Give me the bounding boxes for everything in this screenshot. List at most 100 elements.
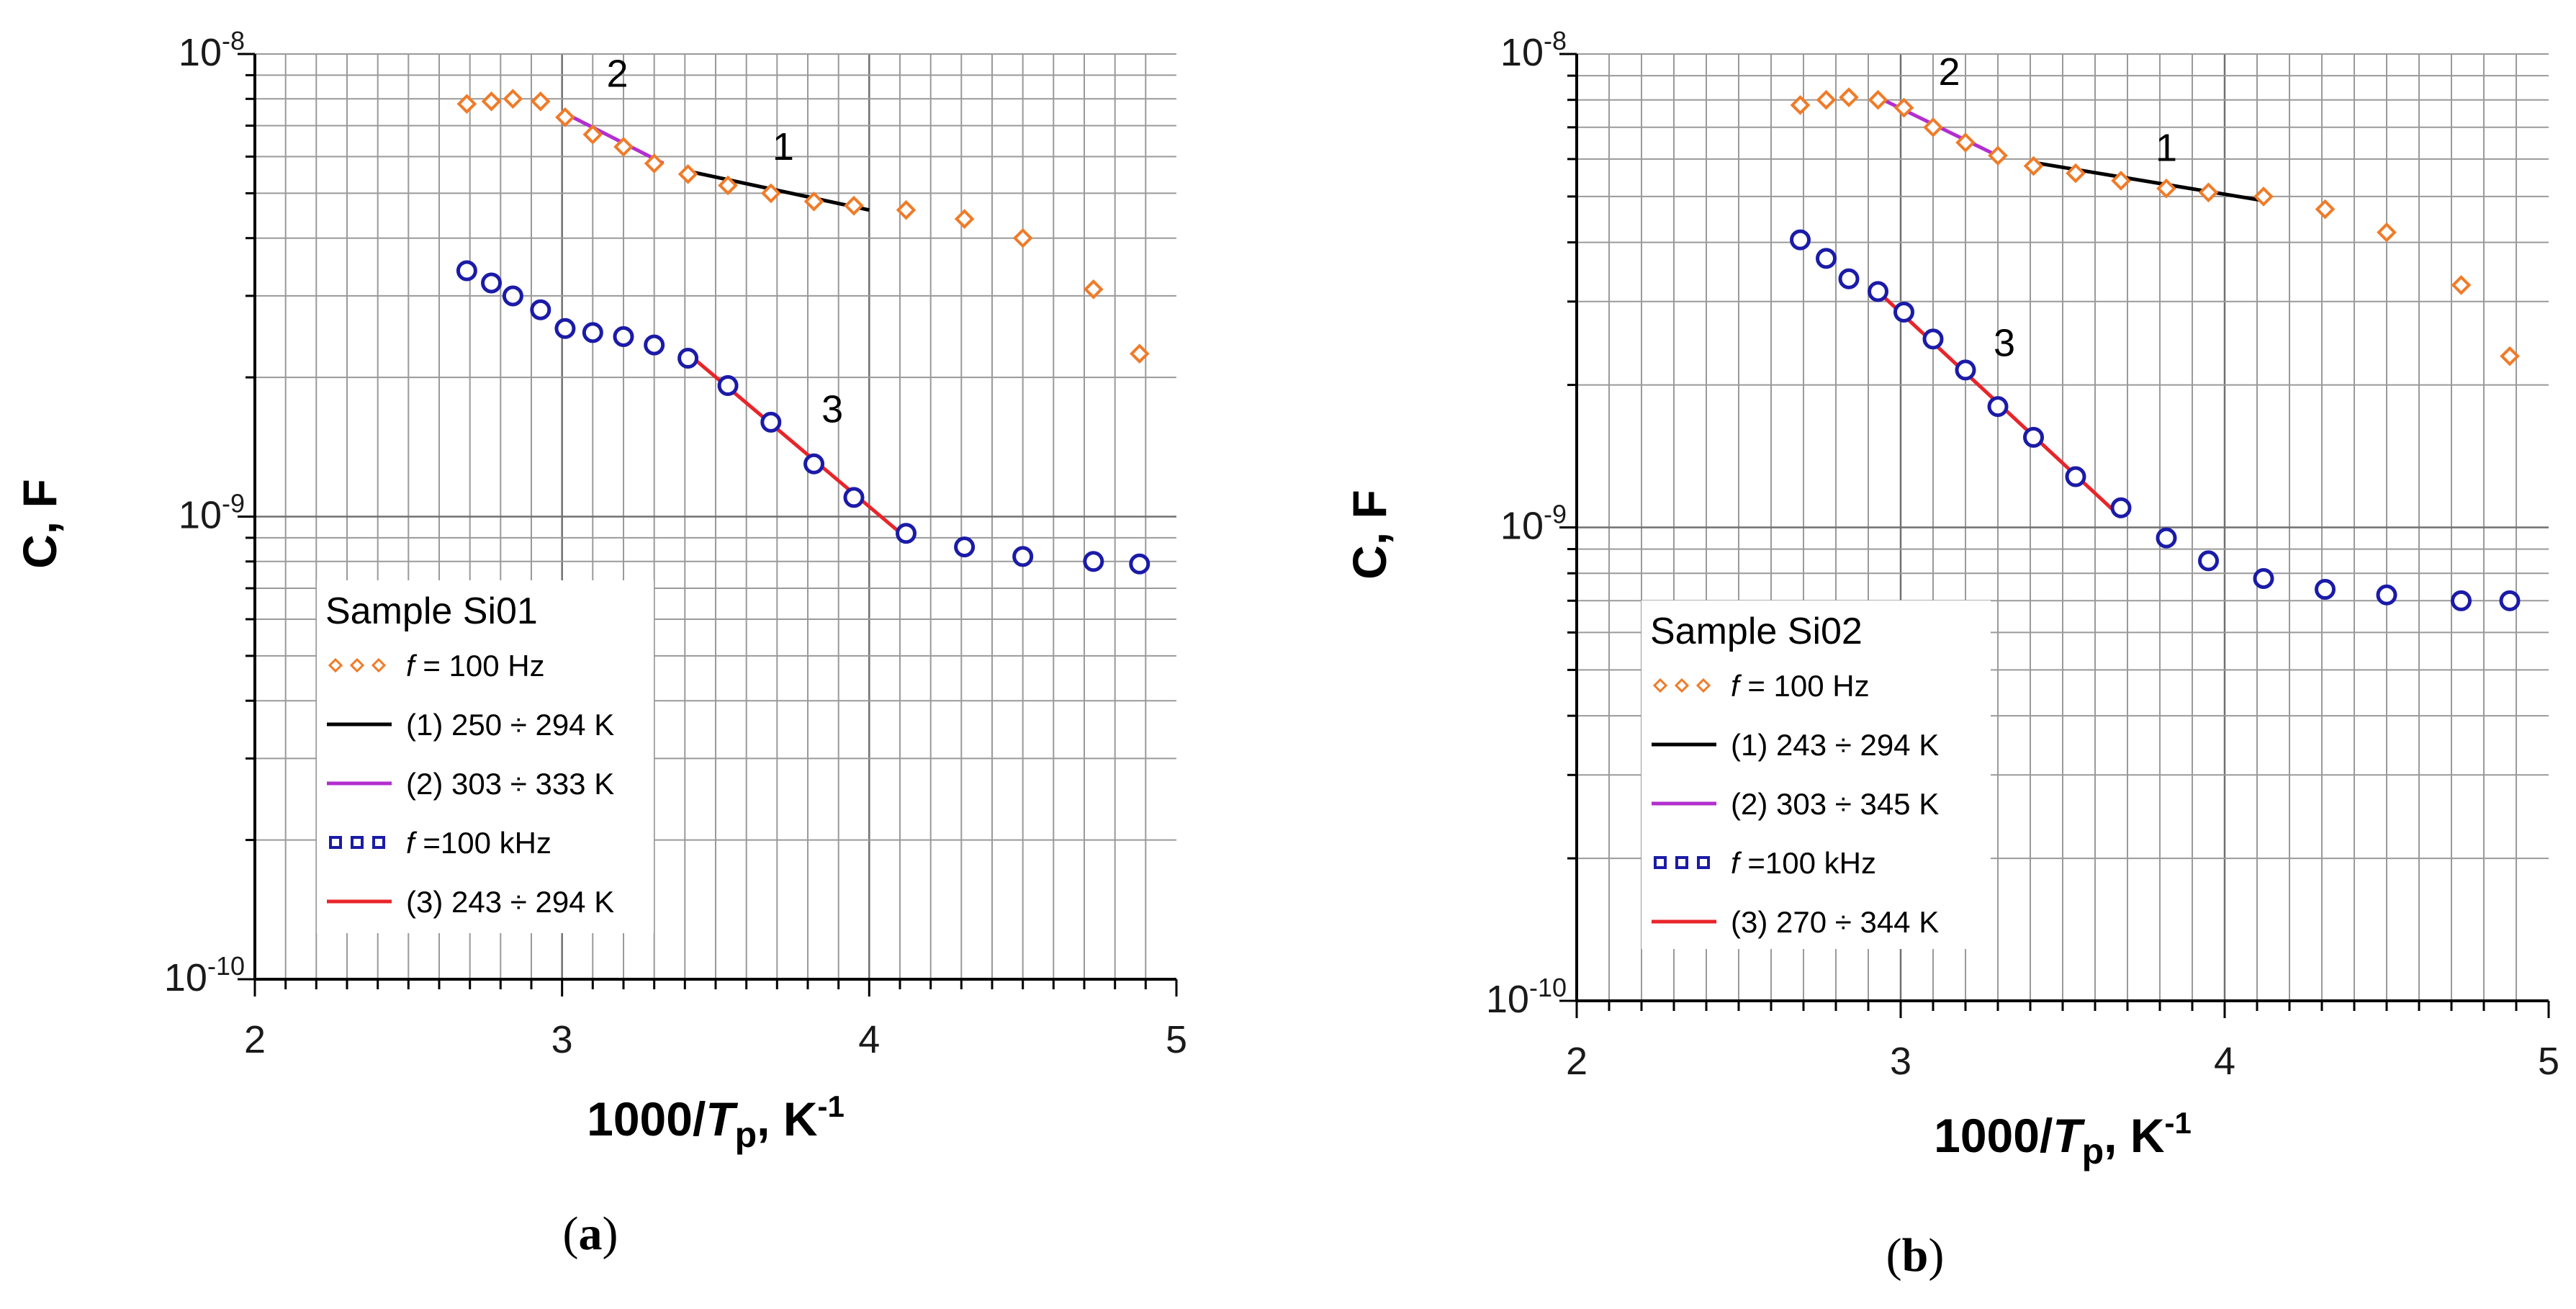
- data-point-100hz: [481, 91, 502, 112]
- y-tick-label: 10-9: [179, 489, 245, 537]
- data-point-100hz: [677, 163, 698, 184]
- data-point-100hz: [1923, 117, 1943, 138]
- data-point-100khz: [582, 322, 603, 343]
- data-point-100khz: [2065, 466, 2086, 487]
- data-point-100hz: [803, 191, 824, 212]
- data-point-100khz: [456, 260, 477, 282]
- data-point-100khz: [613, 325, 634, 347]
- legend: Sample Si01 f = 100 Hz (1) 250 ÷ 294 K (2) …: [317, 580, 654, 933]
- data-point-100hz: [1790, 95, 1811, 115]
- data-point-100hz: [1988, 145, 2008, 166]
- legend-marker-swatch: [1674, 678, 1690, 693]
- x-tick-label: 2: [244, 1018, 266, 1061]
- data-point-100hz: [1816, 89, 1837, 110]
- data-point-100khz: [717, 374, 739, 396]
- data-point-100hz: [1083, 279, 1104, 300]
- legend-entry-label: f =100 kHz: [406, 826, 551, 860]
- legend-entry-label: (2) 303 ÷ 345 K: [1731, 787, 1939, 821]
- legend-marker-swatch: [349, 657, 365, 673]
- data-point-100khz: [644, 334, 665, 356]
- legend-marker-swatch: [1654, 856, 1667, 869]
- x-axis-label: 1000/Tp, K-1: [1934, 1106, 2192, 1171]
- fit-label-3: 3: [821, 387, 843, 431]
- data-point-100hz: [2023, 156, 2044, 176]
- legend-marker-swatch: [372, 836, 385, 849]
- data-point-100khz: [1816, 248, 1837, 269]
- data-point-100hz: [1129, 343, 1150, 364]
- data-point-100khz: [502, 285, 523, 307]
- data-point-100khz: [1868, 281, 1888, 302]
- data-point-100hz: [1868, 89, 1888, 110]
- legend-box: [1641, 600, 1991, 949]
- data-point-100hz: [2198, 182, 2219, 203]
- legend-entry-label: f =100 kHz: [1731, 846, 1876, 880]
- data-point-100khz: [1893, 301, 1914, 323]
- y-tick-label: 10-9: [1500, 500, 1567, 548]
- data-point-100khz: [954, 536, 976, 558]
- y-tick-label: 10-10: [164, 951, 245, 999]
- data-point-100khz: [2023, 426, 2044, 448]
- data-point-100hz: [2156, 178, 2176, 199]
- data-point-100hz: [2451, 275, 2472, 295]
- x-axis-label: 1000/Tp, K-1: [587, 1089, 845, 1155]
- data-point-100hz: [1893, 97, 1914, 118]
- legend-marker-swatch: [1652, 678, 1668, 693]
- data-point-100khz: [2315, 578, 2336, 600]
- panel-caption: (a): [563, 1207, 618, 1260]
- legend-entry-label: f = 100 Hz: [406, 649, 545, 683]
- legend-title: Sample Si01: [325, 590, 538, 632]
- x-tick-label: 3: [1890, 1040, 1911, 1083]
- data-point-100hz: [1839, 87, 1859, 107]
- data-point-100hz: [644, 153, 665, 174]
- data-point-100hz: [954, 209, 975, 229]
- legend-box: [317, 580, 654, 933]
- data-point-100hz: [613, 137, 634, 157]
- data-point-100hz: [718, 175, 738, 196]
- x-tick-label: 3: [551, 1018, 573, 1061]
- y-axis-label: C, F: [13, 479, 66, 569]
- legend-marker-swatch: [1695, 678, 1711, 693]
- data-point-100hz: [2253, 186, 2274, 207]
- legend-entry-label: f = 100 Hz: [1731, 669, 1870, 703]
- fit-label-1: 1: [773, 125, 794, 168]
- data-point-100khz: [1012, 546, 1034, 567]
- data-point-100hz: [844, 195, 864, 216]
- fit-label-1: 1: [2156, 126, 2177, 169]
- data-point-100hz: [530, 91, 551, 112]
- fit-label-2: 2: [1938, 50, 1960, 94]
- data-point-100khz: [2451, 590, 2472, 611]
- data-point-100khz: [2376, 584, 2397, 606]
- x-tick-label: 4: [858, 1018, 880, 1061]
- data-point-100hz: [760, 183, 781, 204]
- fit-line-1: [2033, 161, 2264, 203]
- data-point-100khz: [1129, 553, 1150, 575]
- data-point-100hz: [503, 89, 523, 109]
- data-point-100hz: [2500, 346, 2520, 366]
- legend-entry-label: (3) 243 ÷ 294 K: [406, 885, 614, 919]
- data-point-100khz: [843, 487, 865, 508]
- legend-marker-swatch: [328, 657, 343, 673]
- data-point-100khz: [2110, 497, 2132, 518]
- fit-label-2: 2: [606, 52, 628, 95]
- data-point-100hz: [555, 107, 575, 127]
- data-point-100hz: [2315, 199, 2336, 220]
- data-point-100khz: [677, 347, 699, 369]
- y-tick-label: 10-10: [1486, 973, 1567, 1021]
- y-tick-label: 10-8: [179, 26, 245, 74]
- panel-b: 2 3 4 5 10-10 10-9 10-8 C, F 1000/Tp, K-1 1 2 3 Samp…: [1343, 26, 2559, 1282]
- data-point-100khz: [481, 272, 503, 294]
- data-point-100hz: [1012, 228, 1033, 248]
- data-point-100khz: [1987, 396, 2009, 418]
- data-point-100khz: [1838, 268, 1860, 289]
- x-tick-label: 5: [2538, 1040, 2559, 1083]
- y-axis-label: C, F: [1343, 490, 1396, 580]
- data-point-100hz: [456, 94, 477, 114]
- data-point-100hz: [2111, 171, 2131, 191]
- x-tick-label: 2: [1566, 1040, 1588, 1083]
- legend-entry-label: (2) 303 ÷ 333 K: [406, 767, 614, 801]
- legend-entry-label: (3) 270 ÷ 344 K: [1731, 905, 1939, 939]
- legend-marker-swatch: [1675, 856, 1688, 869]
- legend-marker-swatch: [1697, 856, 1710, 869]
- legend-entry-label: (1) 250 ÷ 294 K: [406, 708, 614, 742]
- data-point-100khz: [2253, 567, 2274, 589]
